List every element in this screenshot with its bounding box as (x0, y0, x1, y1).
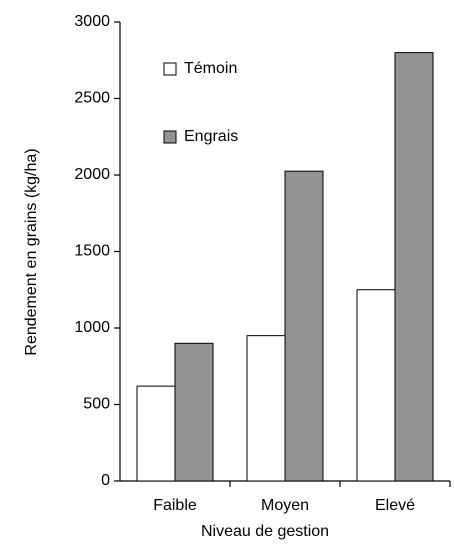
y-tick-label: 1500 (74, 243, 110, 260)
y-axis-label: Rendement en grains (kg/ha) (23, 148, 40, 355)
legend-label: Témoin (184, 60, 237, 77)
y-tick-label: 2500 (74, 90, 110, 107)
y-tick-label: 2000 (74, 166, 110, 183)
y-tick-label: 1000 (74, 319, 110, 336)
x-axis-label: Niveau de gestion (201, 523, 329, 540)
bar (394, 52, 434, 482)
y-tick-label: 3000 (74, 13, 110, 30)
bar (356, 289, 396, 482)
y-tick-label: 500 (83, 396, 110, 413)
bar (136, 385, 176, 482)
y-tick-label: 0 (101, 472, 110, 489)
bar (174, 342, 214, 482)
bar (246, 335, 286, 482)
legend-swatch (163, 130, 177, 144)
bar (284, 170, 324, 482)
legend-label: Engrais (184, 128, 238, 145)
x-tick-label: Elevé (375, 497, 415, 514)
legend-swatch (163, 62, 177, 76)
x-tick-label: Moyen (261, 497, 309, 514)
x-tick-label: Faible (153, 497, 197, 514)
